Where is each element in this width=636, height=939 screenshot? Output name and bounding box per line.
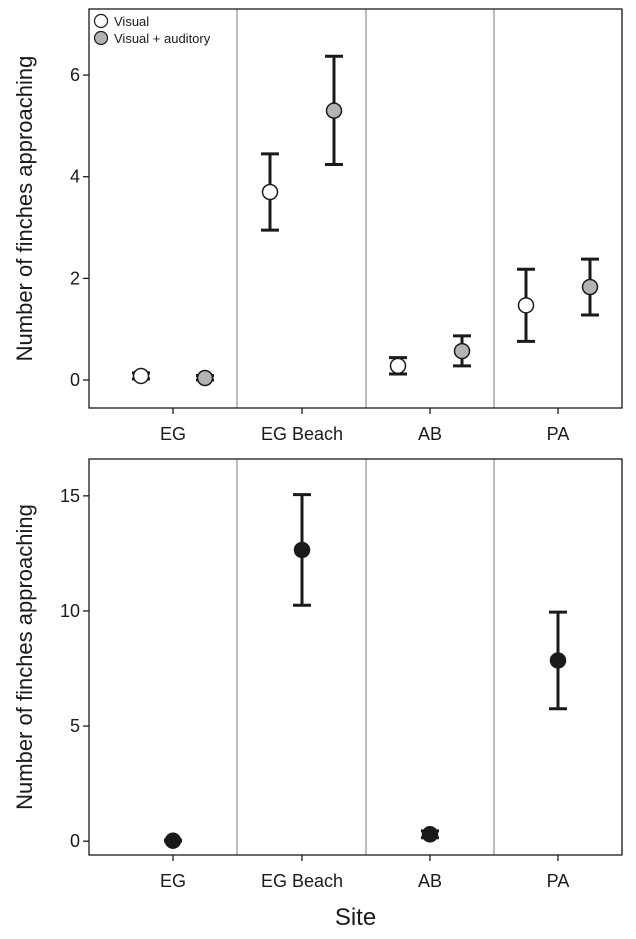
data-point: [261, 183, 279, 201]
y-axis-label: Number of finches approaching: [12, 504, 37, 810]
chart-panel-2: 0 5 10 15 EG EG Beach AB PA Number of finches ap…: [12, 458, 623, 931]
x-tick-label: EG: [160, 424, 186, 444]
x-tick-label: EG: [160, 871, 186, 891]
legend-label: Visual: [114, 14, 149, 29]
data-point: [453, 342, 471, 360]
plot-frame: [88, 8, 623, 409]
data-point: [581, 278, 599, 296]
x-tick-label: AB: [418, 424, 442, 444]
x-tick-label: AB: [418, 871, 442, 891]
x-tick-label: PA: [547, 871, 570, 891]
data-point: [164, 832, 182, 849]
x-tick-label: EG Beach: [261, 424, 343, 444]
data-series-2: [196, 54, 599, 387]
y-tick-label: 6: [70, 65, 80, 85]
plot-frame: [88, 458, 623, 856]
y-tick-label: 15: [60, 486, 80, 506]
x-tick-label: PA: [547, 424, 570, 444]
x-tick-label: EG Beach: [261, 871, 343, 891]
data-point: [325, 102, 343, 119]
data-point: [421, 826, 439, 843]
y-tick-label: 2: [70, 268, 80, 288]
data-point: [132, 367, 150, 385]
y-tick-label: 0: [70, 370, 80, 390]
data-point: [549, 652, 567, 669]
legend-marker: [93, 13, 109, 29]
data-point: [389, 357, 407, 375]
y-tick-label: 4: [70, 167, 80, 187]
y-axis-label: Number of finches approaching: [12, 56, 37, 362]
legend-label: Visual + auditory: [114, 31, 211, 46]
data-series-1: [164, 493, 567, 849]
y-tick-label: 5: [70, 716, 80, 736]
y-tick-label: 10: [60, 601, 80, 621]
data-point: [196, 369, 214, 387]
chart-panel-1: 0 2 4 6 EG EG Beach AB PA Number of finches appr…: [12, 8, 623, 444]
data-series-1: [132, 152, 535, 385]
y-tick-label: 0: [70, 831, 80, 851]
data-point: [517, 297, 535, 314]
data-point: [293, 541, 311, 559]
legend: Visual Visual + auditory: [93, 13, 211, 46]
x-axis-label: Site: [335, 904, 376, 931]
legend-marker: [93, 30, 109, 46]
